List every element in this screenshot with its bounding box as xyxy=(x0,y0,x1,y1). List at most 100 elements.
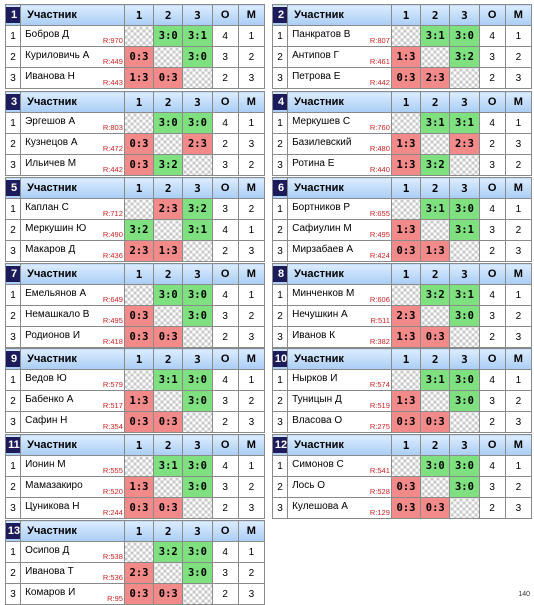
col-header-3: 3 xyxy=(182,91,213,113)
row-index: 3 xyxy=(4,154,22,176)
col-header-1: 1 xyxy=(123,348,155,370)
self-cell xyxy=(123,112,155,134)
points-cell: 4 xyxy=(211,112,239,134)
player-rating: R:536 xyxy=(102,573,123,582)
player-rating: R:418 xyxy=(102,337,123,346)
col-header-2: 2 xyxy=(420,91,451,113)
place-cell: 3 xyxy=(237,583,266,605)
col-header-name: Участник xyxy=(20,263,125,285)
self-cell xyxy=(390,198,422,220)
score-cell: 1:3 xyxy=(153,240,184,262)
player-cell: Сафин Н R:354 xyxy=(20,411,125,433)
player-name: Симонов С xyxy=(292,459,344,470)
col-header-place: M xyxy=(237,91,266,113)
score-cell: 0:3 xyxy=(420,326,451,348)
score-cell: 3:2 xyxy=(153,541,184,563)
player-rating: R:495 xyxy=(102,316,123,325)
row-index: 3 xyxy=(271,154,289,176)
player-row: 2 Немашкало В R:495 0:3 3:0 3 2 xyxy=(4,305,266,327)
player-name: Меркушин Ю xyxy=(25,223,87,234)
score-cell: 3:2 xyxy=(449,46,480,68)
place-cell: 2 xyxy=(504,154,533,176)
score-cell: 1:3 xyxy=(123,390,155,412)
player-cell: Симонов С R:541 xyxy=(287,455,392,477)
player-rating: R:382 xyxy=(369,337,390,346)
player-cell: Меркушин Ю R:490 xyxy=(20,219,125,241)
group-number: 13 xyxy=(6,523,21,539)
score-cell: 3:0 xyxy=(153,112,184,134)
player-name: Сафиулин М xyxy=(292,223,352,234)
score-cell: 0:3 xyxy=(420,497,451,519)
player-cell: Родионов И R:418 xyxy=(20,326,125,348)
place-cell: 2 xyxy=(504,390,533,412)
col-header-name: Участник xyxy=(287,4,392,26)
row-index: 3 xyxy=(4,497,22,519)
player-rating: R:442 xyxy=(369,78,390,87)
col-header-place: M xyxy=(504,434,533,456)
player-rating: R:440 xyxy=(369,165,390,174)
player-rating: R:519 xyxy=(369,401,390,410)
score-cell: 3:0 xyxy=(182,112,213,134)
place-cell: 1 xyxy=(504,112,533,134)
row-index: 3 xyxy=(4,240,22,262)
score-cell: 0:3 xyxy=(123,497,155,519)
place-cell: 1 xyxy=(504,284,533,306)
score-cell: 0:3 xyxy=(153,583,184,605)
player-rating: R:712 xyxy=(102,209,123,218)
self-cell xyxy=(182,240,213,262)
col-header-place: M xyxy=(237,348,266,370)
self-cell xyxy=(123,369,155,391)
col-header-2: 2 xyxy=(420,348,451,370)
place-cell: 1 xyxy=(504,198,533,220)
score-cell: 3:0 xyxy=(182,455,213,477)
player-rating: R:520 xyxy=(102,487,123,496)
player-cell: Власова О R:275 xyxy=(287,411,392,433)
self-cell xyxy=(390,369,422,391)
score-cell: 2:3 xyxy=(123,240,155,262)
place-cell: 1 xyxy=(237,25,266,47)
row-index: 3 xyxy=(271,411,289,433)
player-row: 1 Осипов Д R:538 3:2 3:0 4 1 xyxy=(4,541,266,563)
score-cell: 0:3 xyxy=(153,411,184,433)
col-header-3: 3 xyxy=(182,263,213,285)
player-name: Петрова Е xyxy=(292,71,341,82)
player-rating: R:606 xyxy=(369,295,390,304)
col-header-name: Участник xyxy=(20,520,125,542)
place-cell: 3 xyxy=(504,326,533,348)
player-row: 1 Эргешов А R:803 3:0 3:0 4 1 xyxy=(4,112,266,134)
self-cell xyxy=(449,326,480,348)
player-cell: Иванов К R:382 xyxy=(287,326,392,348)
col-header-points: O xyxy=(211,263,239,285)
col-header-1: 1 xyxy=(123,263,155,285)
player-cell: Бобров Д R:970 xyxy=(20,25,125,47)
player-rating: R:495 xyxy=(369,230,390,239)
page-number: 140 xyxy=(518,591,530,598)
col-header-1: 1 xyxy=(390,4,422,26)
self-cell xyxy=(390,25,422,47)
player-row: 3 Ротина Е R:440 1:3 3:2 3 2 xyxy=(271,154,533,176)
group-number: 2 xyxy=(273,7,287,23)
col-header-name: Участник xyxy=(20,4,125,26)
points-cell: 3 xyxy=(211,198,239,220)
score-cell: 3:1 xyxy=(420,369,451,391)
col-header-2: 2 xyxy=(153,520,184,542)
col-header-points: O xyxy=(478,91,506,113)
row-index: 2 xyxy=(271,133,289,155)
score-cell: 2:3 xyxy=(390,305,422,327)
score-cell: 0:3 xyxy=(123,133,155,155)
place-cell: 2 xyxy=(504,305,533,327)
col-header-2: 2 xyxy=(153,263,184,285)
place-cell: 3 xyxy=(237,67,266,89)
row-index: 1 xyxy=(4,369,22,391)
score-cell: 2:3 xyxy=(420,67,451,89)
col-header-name: Участник xyxy=(287,177,392,199)
col-header-points: O xyxy=(211,177,239,199)
col-header-1: 1 xyxy=(390,263,422,285)
player-name: Лось О xyxy=(292,480,325,491)
score-cell: 3:0 xyxy=(182,562,213,584)
player-row: 3 Иванова Н R:443 1:3 0:3 2 3 xyxy=(4,67,266,89)
player-row: 3 Власова О R:275 0:3 0:3 2 3 xyxy=(271,411,533,433)
group-number: 4 xyxy=(273,94,287,110)
points-cell: 3 xyxy=(478,476,506,498)
place-cell: 1 xyxy=(237,219,266,241)
